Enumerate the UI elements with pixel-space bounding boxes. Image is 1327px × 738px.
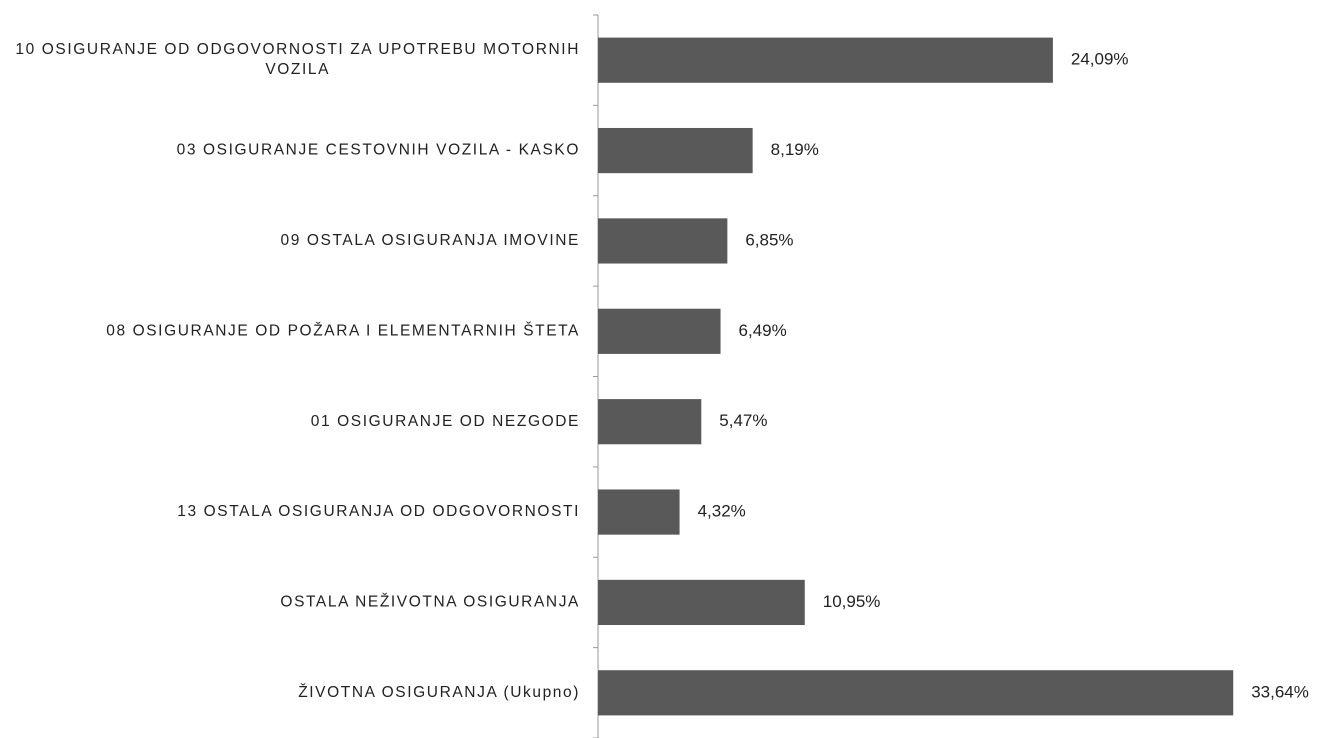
category-label: OSTALA NEŽIVOTNA OSIGURANJA (280, 594, 580, 611)
value-label: 6,85% (745, 230, 793, 249)
category-label: 09 OSTALA OSIGURANJA IMOVINE (281, 232, 580, 249)
bar (598, 218, 728, 264)
value-label: 6,49% (739, 321, 787, 340)
bar (598, 37, 1053, 83)
value-label: 33,64% (1251, 682, 1309, 701)
value-label: 8,19% (771, 140, 819, 159)
bar (598, 399, 702, 445)
value-label: 24,09% (1071, 50, 1129, 69)
category-label: ŽIVOTNA OSIGURANJA (Ukupno) (298, 684, 580, 701)
category-label: 08 OSIGURANJE OD POŽARA I ELEMENTARNIH Š… (106, 322, 580, 339)
category-label: 01 OSIGURANJE OD NEZGODE (311, 413, 580, 430)
category-label: 13 OSTALA OSIGURANJA OD ODGOVORNOSTI (177, 503, 580, 520)
bar (598, 489, 680, 535)
bar (598, 670, 1234, 716)
bar (598, 579, 805, 626)
bar (598, 127, 753, 174)
value-label: 10,95% (823, 592, 881, 611)
category-label: 10 OSIGURANJE OD ODGOVORNOSTI ZA UPOTREB… (15, 41, 580, 78)
category-label: 03 OSIGURANJE CESTOVNIH VOZILA - KASKO (177, 142, 580, 159)
value-label: 5,47% (719, 411, 767, 430)
value-label: 4,32% (698, 502, 746, 521)
bar (598, 308, 721, 354)
